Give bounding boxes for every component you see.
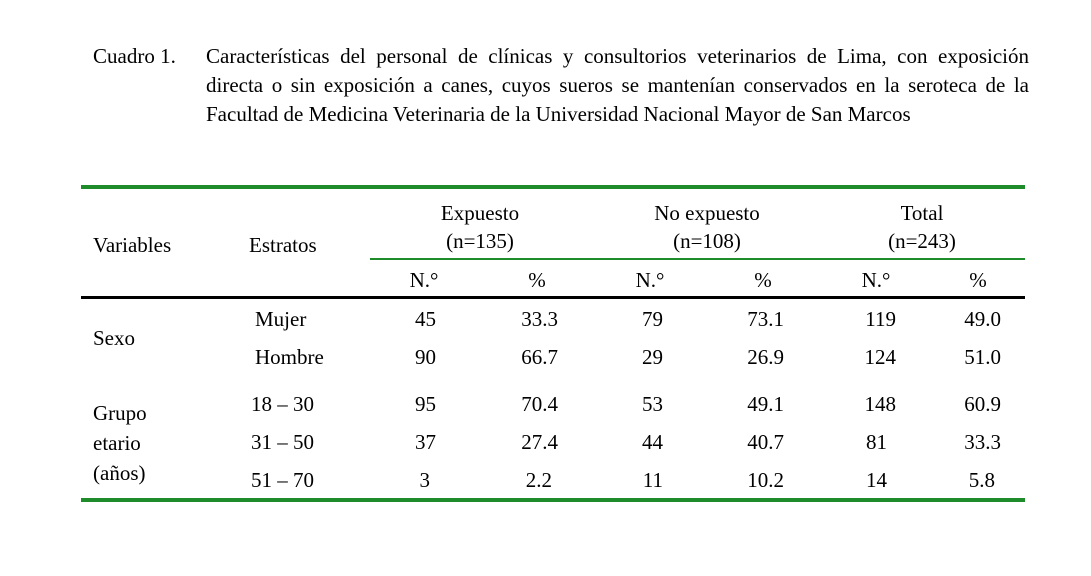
cell-value: 10.2 <box>747 468 784 492</box>
header-estratos: Estratos <box>249 233 317 257</box>
cell-value: 5.8 <box>968 468 995 492</box>
cell-value: 40.7 <box>747 430 784 454</box>
subheader-count: N.° <box>861 268 891 292</box>
header-group-title: No expuesto <box>654 201 760 225</box>
caption-label: Cuadro 1. <box>93 44 176 68</box>
table-caption: Cuadro 1. Características del personal d… <box>93 42 1029 129</box>
stratum-label: Hombre <box>255 345 324 369</box>
cell-value: 45 <box>415 307 436 331</box>
stratum-label: Mujer <box>255 307 307 331</box>
cell-value: 124 <box>864 345 897 369</box>
cell-value: 26.9 <box>747 345 784 369</box>
variable-sexo: Sexo <box>93 326 135 350</box>
cell-value: 37 <box>415 430 436 454</box>
header-group-n: (n=108) <box>673 229 741 253</box>
table-bottom-rule <box>81 498 1025 502</box>
caption-text: Características del personal de clínicas… <box>206 44 1029 126</box>
header-group-rule <box>370 258 1025 260</box>
cell-value: 66.7 <box>521 345 558 369</box>
header-group-n: (n=243) <box>888 229 956 253</box>
cell-value: 49.1 <box>747 392 784 416</box>
cell-value: 119 <box>865 307 896 331</box>
subheader-percent: % <box>528 268 546 292</box>
header-bottom-rule <box>81 296 1025 299</box>
cell-value: 53 <box>642 392 663 416</box>
cell-value: 79 <box>642 307 663 331</box>
stratum-label: 31 – 50 <box>251 430 314 454</box>
cell-value: 29 <box>642 345 663 369</box>
cell-value: 73.1 <box>747 307 784 331</box>
cell-value: 95 <box>415 392 436 416</box>
cell-value: 51.0 <box>964 345 1001 369</box>
cell-value: 81 <box>866 430 887 454</box>
cell-value: 44 <box>642 430 663 454</box>
cell-value: 33.3 <box>964 430 1001 454</box>
variable-grupo-line: etario <box>93 431 141 455</box>
variable-grupo-line: Grupo <box>93 401 147 425</box>
subheader-percent: % <box>754 268 772 292</box>
cell-value: 49.0 <box>964 307 1001 331</box>
cell-value: 33.3 <box>521 307 558 331</box>
cell-value: 148 <box>864 392 897 416</box>
table-top-rule <box>81 185 1025 189</box>
header-variables: Variables <box>93 233 172 257</box>
cell-value: 14 <box>866 468 887 492</box>
variable-grupo-line: (años) <box>93 461 146 485</box>
cell-value: 2.2 <box>525 468 552 492</box>
cell-value: 90 <box>415 345 436 369</box>
cell-value: 11 <box>642 468 663 492</box>
cell-value: 27.4 <box>521 430 558 454</box>
subheader-percent: % <box>969 268 987 292</box>
cell-value: 60.9 <box>964 392 1001 416</box>
header-group-title: Expuesto <box>440 201 520 225</box>
stratum-label: 51 – 70 <box>251 468 314 492</box>
header-group-title: Total <box>900 201 944 225</box>
subheader-count: N.° <box>635 268 665 292</box>
subheader-count: N.° <box>409 268 439 292</box>
stratum-label: 18 – 30 <box>251 392 314 416</box>
cell-value: 70.4 <box>521 392 558 416</box>
header-group-n: (n=135) <box>446 229 514 253</box>
cell-value: 3 <box>419 468 431 492</box>
